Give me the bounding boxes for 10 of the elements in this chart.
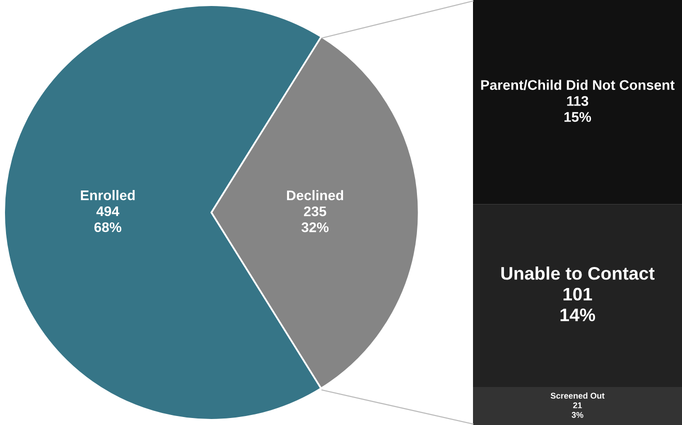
slice-label: Declined bbox=[287, 190, 344, 200]
data-label: 113 15% bbox=[564, 96, 592, 122]
data-label: 235 32% bbox=[301, 206, 329, 232]
data-label: 101 14% bbox=[560, 288, 596, 322]
data-label: 494 68% bbox=[94, 206, 122, 232]
series-label: Screened Out bbox=[550, 392, 604, 399]
series-label: Parent/Child Did Not Consent bbox=[481, 80, 675, 90]
slice-label: Enrolled bbox=[80, 190, 135, 200]
series-label: Unable to Contact bbox=[501, 266, 655, 280]
data-label: 21 3% bbox=[572, 402, 584, 418]
